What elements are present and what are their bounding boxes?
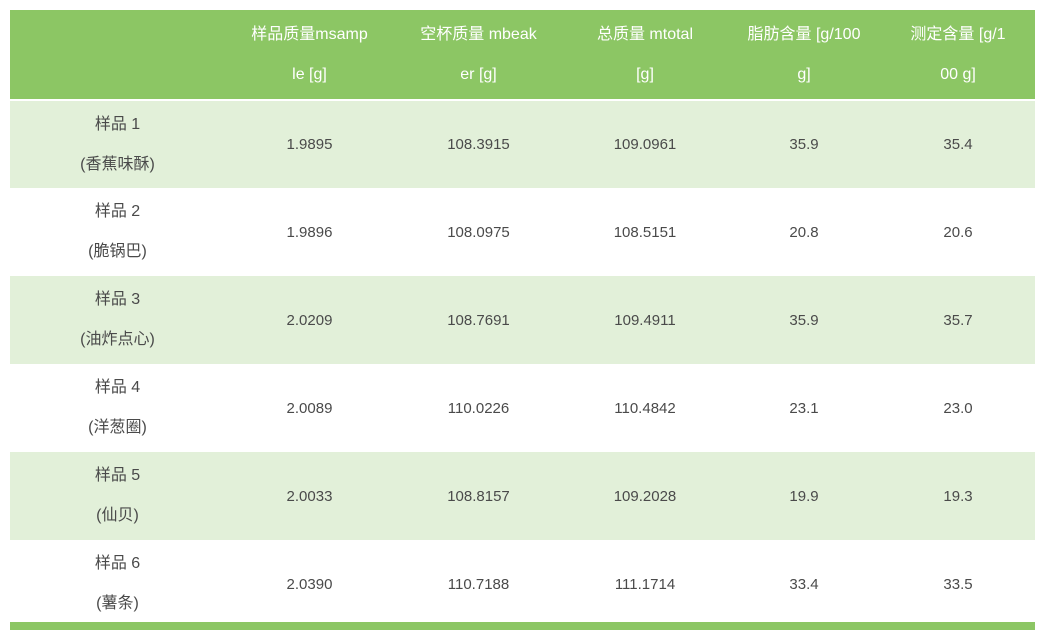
col-header-empty <box>10 10 225 101</box>
value-cell: 19.9 <box>789 487 819 505</box>
row-label-cell: 样品 5 (仙贝) <box>94 467 141 524</box>
value-cell: 108.8157 <box>447 487 510 505</box>
value-cell: 33.5 <box>943 575 973 593</box>
col-header-fat-content: 脂肪含量 [g/100 g] <box>727 10 881 101</box>
row-label-cell: 样品 6 (薯条) <box>94 555 141 612</box>
value-cell: 23.1 <box>789 399 819 417</box>
value-cell: 109.2028 <box>613 487 677 505</box>
row-label-cell: 样品 4 (洋葱圈) <box>88 379 147 436</box>
col-header-measured-content: 测定含量 [g/1 00 g] <box>881 10 1035 101</box>
value-cell: 111.1714 <box>614 575 676 593</box>
table-row: 样品 2 (脆锅巴) 1.9896 108.0975 108.5151 20.8… <box>10 188 1035 276</box>
value-cell: 35.7 <box>943 311 973 329</box>
value-cell: 109.4911 <box>614 311 676 329</box>
value-cell: 1.9895 <box>286 136 333 153</box>
value-cell: 108.3915 <box>447 136 510 153</box>
row-label-cell: 样品 2 (脆锅巴) <box>88 203 147 260</box>
table-row: 样品 6 (薯条) 2.0390 110.7188 111.1714 33.4 … <box>10 540 1035 628</box>
table-row: 样品 1 (香蕉味酥) 1.9895 108.3915 109.0961 35.… <box>10 100 1035 188</box>
value-cell: 20.6 <box>943 223 973 241</box>
table-header-row: 样品质量msamp le [g] 空杯质量 mbeak er [g] 总质量 m… <box>10 10 1035 101</box>
value-cell: 23.0 <box>943 399 973 417</box>
row-label-cell: 样品 1 (香蕉味酥) <box>80 115 155 173</box>
value-cell: 35.9 <box>789 311 819 329</box>
value-cell: 2.0209 <box>286 311 333 329</box>
value-cell: 33.4 <box>789 575 819 593</box>
value-cell: 108.0975 <box>447 223 510 241</box>
value-cell: 110.0226 <box>447 399 510 417</box>
value-cell: 108.7691 <box>447 311 510 329</box>
value-cell: 2.0390 <box>286 575 333 593</box>
table-row: 样品 3 (油炸点心) 2.0209 108.7691 109.4911 35.… <box>10 276 1035 364</box>
value-cell: 110.4842 <box>614 399 676 417</box>
col-header-sample-mass: 样品质量msamp le [g] <box>225 10 394 101</box>
col-header-total-mass: 总质量 mtotal [g] <box>563 10 727 101</box>
value-cell: 35.9 <box>789 136 819 153</box>
col-header-beaker-mass: 空杯质量 mbeak er [g] <box>394 10 563 101</box>
value-cell: 19.3 <box>943 487 973 505</box>
value-cell: 108.5151 <box>613 223 677 241</box>
value-cell: 2.0089 <box>286 399 333 417</box>
next-section-header-strip <box>10 622 1035 630</box>
value-cell: 35.4 <box>943 136 973 153</box>
value-cell: 110.7188 <box>447 575 510 593</box>
value-cell: 1.9896 <box>286 223 333 241</box>
value-cell: 2.0033 <box>286 487 333 505</box>
value-cell: 20.8 <box>789 223 819 241</box>
row-label-cell: 样品 3 (油炸点心) <box>80 291 155 348</box>
table-row: 样品 4 (洋葱圈) 2.0089 110.0226 110.4842 23.1… <box>10 364 1035 452</box>
table-row: 样品 5 (仙贝) 2.0033 108.8157 109.2028 19.9 … <box>10 452 1035 540</box>
fat-content-table: 样品质量msamp le [g] 空杯质量 mbeak er [g] 总质量 m… <box>10 10 1035 628</box>
value-cell: 109.0961 <box>613 136 677 153</box>
